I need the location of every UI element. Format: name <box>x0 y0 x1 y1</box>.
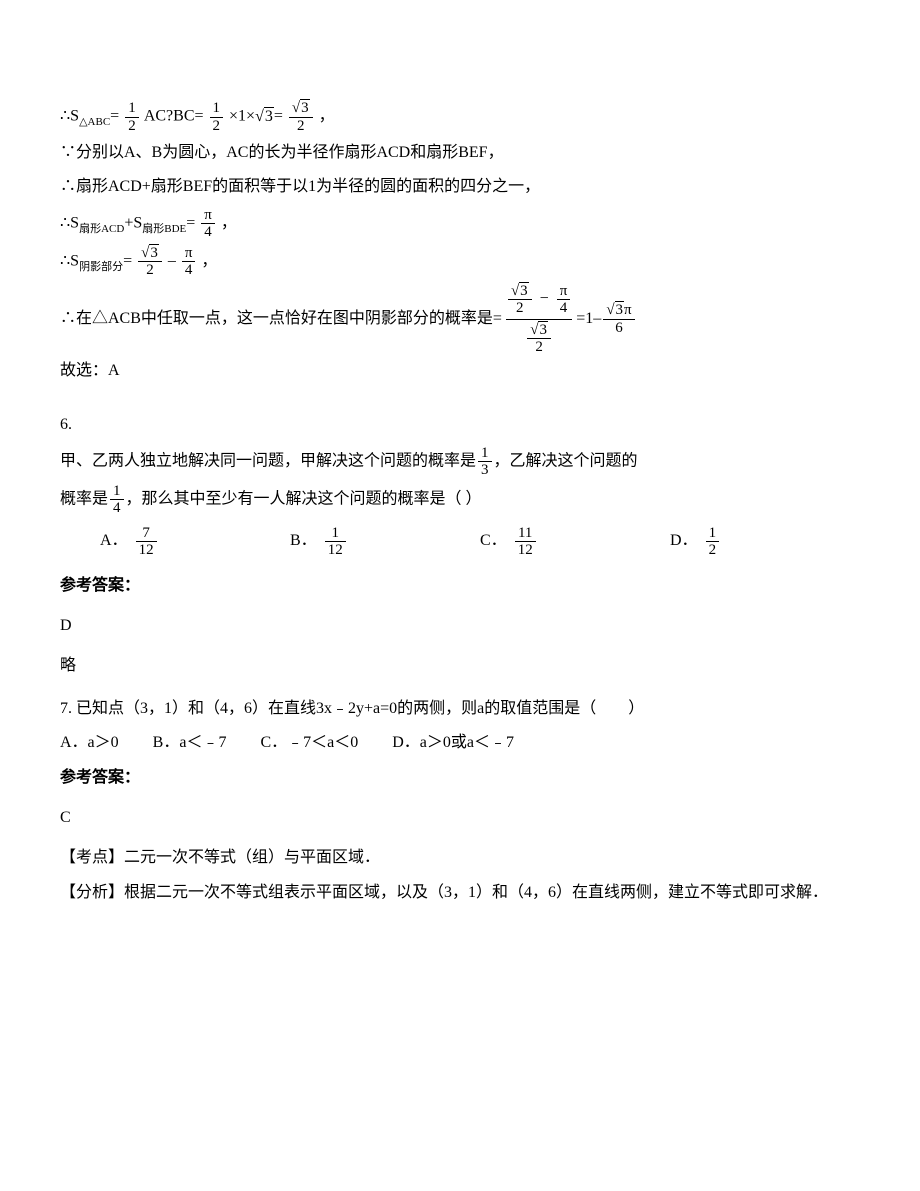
q6-answer-label: 参考答案： <box>60 571 860 601</box>
q7-option-c: C．﹣7＜a＜0 <box>260 734 358 751</box>
q6-number: 6. <box>60 410 860 440</box>
q6-answer: D <box>60 611 860 641</box>
q7-kaodian: 【考点】二元一次不等式（组）与平面区域． <box>60 843 860 873</box>
q6-option-a: A． 712 <box>60 525 290 559</box>
q6-option-b: B． 112 <box>290 525 480 559</box>
q7-answer: C <box>60 803 860 833</box>
q6-stem-2: 概率是14，那么其中至少有一人解决这个问题的概率是（ ） <box>60 483 860 517</box>
q6-option-c: C． 1112 <box>480 525 670 559</box>
sol-line-1: ∴S△ABC= 12 AC?BC= 12 ×1×3= 32 ， <box>60 100 860 134</box>
q7-option-b: B．a＜﹣7 <box>153 734 227 751</box>
sol-line-5: ∴S阴影部分= 32 – π4 ， <box>60 245 860 279</box>
sol-line-7: 故选：A <box>60 356 860 386</box>
q7-option-a: A．a＞0 <box>60 734 119 751</box>
q7-answer-label: 参考答案： <box>60 763 860 793</box>
q6-options: A． 712 B． 112 C． 1112 D． 12 <box>60 525 860 559</box>
q6-answer-note: 略 <box>60 651 860 681</box>
q6-option-d: D． 12 <box>670 525 860 559</box>
q7-option-d: D．a＞0或a＜﹣7 <box>392 734 514 751</box>
q6-stem-1: 甲、乙两人独立地解决同一问题，甲解决这个问题的概率是13，乙解决这个问题的 <box>60 445 860 479</box>
q7-stem: 7. 已知点（3，1）和（4，6）在直线3x﹣2y+a=0的两侧，则a的取值范围… <box>60 694 860 724</box>
sol-line-3: ∴扇形ACD+扇形BEF的面积等于以1为半径的圆的面积的四分之一， <box>60 172 860 202</box>
q7-fenxi: 【分析】根据二元一次不等式组表示平面区域，以及（3，1）和（4，6）在直线两侧，… <box>60 878 860 908</box>
q7-options: A．a＞0 B．a＜﹣7 C．﹣7＜a＜0 D．a＞0或a＜﹣7 <box>60 728 860 758</box>
sol-line-6: ∴在△ACB中任取一点，这一点恰好在图中阴影部分的概率是= 32 − π4 32… <box>60 283 860 356</box>
sol-line-4: ∴S扇形ACD+S扇形BDE= π4 ， <box>60 207 860 241</box>
sol-line-2: ∵分别以A、B为圆心，AC的长为半径作扇形ACD和扇形BEF， <box>60 138 860 168</box>
